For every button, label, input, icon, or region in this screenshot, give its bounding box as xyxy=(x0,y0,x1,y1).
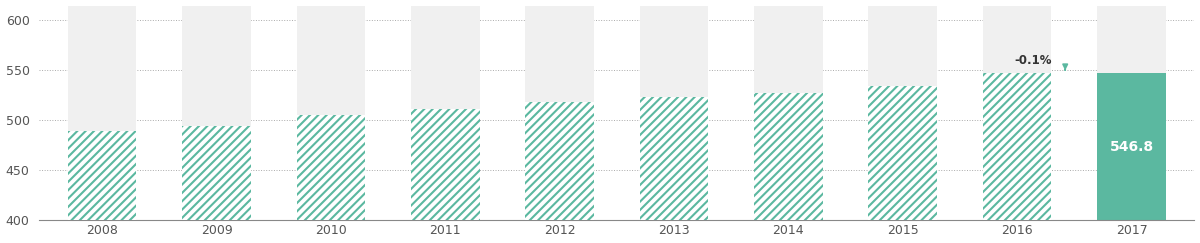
Bar xyxy=(182,126,251,220)
Bar xyxy=(296,115,365,220)
Bar xyxy=(640,6,708,220)
Text: 546.8: 546.8 xyxy=(1110,139,1153,154)
Bar xyxy=(869,6,937,220)
Bar xyxy=(410,109,480,220)
Bar xyxy=(410,109,480,220)
Bar xyxy=(68,131,137,220)
Bar xyxy=(640,97,708,220)
Bar xyxy=(296,6,365,220)
Bar xyxy=(182,6,251,220)
Bar xyxy=(1097,6,1166,220)
Bar xyxy=(640,97,708,220)
Text: -0.1%: -0.1% xyxy=(1014,54,1052,67)
Bar xyxy=(182,126,251,220)
Bar xyxy=(983,6,1051,220)
Bar xyxy=(983,73,1051,220)
Bar xyxy=(410,6,480,220)
Bar xyxy=(68,6,137,220)
Bar xyxy=(754,6,823,220)
Bar xyxy=(754,94,823,220)
Bar xyxy=(1097,73,1166,220)
Bar xyxy=(296,115,365,220)
Bar xyxy=(754,94,823,220)
Bar xyxy=(526,102,594,220)
Bar xyxy=(68,131,137,220)
Bar xyxy=(869,86,937,220)
Bar xyxy=(983,73,1051,220)
Bar xyxy=(526,6,594,220)
Bar xyxy=(526,102,594,220)
Bar xyxy=(869,86,937,220)
